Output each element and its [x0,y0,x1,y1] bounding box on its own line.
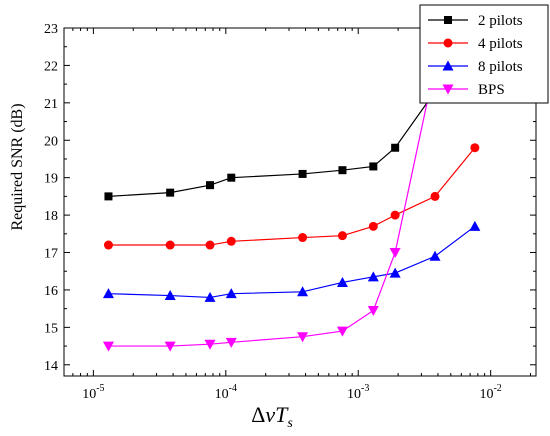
series-line [108,225,476,299]
plot-series [102,60,481,352]
data-point [102,288,114,299]
series-4-pilots [103,143,480,250]
data-point [297,332,309,343]
y-tick-label: 18 [44,209,58,224]
data-point [391,143,400,152]
plot-frame [63,27,537,377]
series-bps [102,60,441,352]
data-point [367,271,379,282]
legend-marker [442,60,454,71]
y-tick-label: 19 [44,172,58,187]
data-point [337,231,347,241]
data-point [338,166,347,175]
data-point [204,291,216,302]
data-point [164,341,176,352]
legend-label: 4 pilots [478,36,523,52]
data-point [166,188,175,197]
data-point [205,240,215,250]
x-tick-label: 10-3 [347,383,369,402]
legend-item: 4 pilots [428,36,523,52]
data-point [227,173,236,182]
x-axis-label: ΔvTs [251,402,293,431]
data-point [469,220,481,231]
data-point [206,181,215,190]
x-tick-exponent: -5 [96,383,104,394]
data-point [470,143,480,153]
legend: 2 pilots 4 pilots 8 pilots BPS [419,4,549,104]
data-point [226,236,236,246]
legend-box [419,4,549,104]
y-tick-label: 22 [44,59,58,74]
x-tick-label: 10-5 [82,383,104,402]
legend-marker [442,84,454,95]
data-point [429,250,441,261]
x-tick-exponent: -3 [361,383,369,394]
x-tick-exponent: -4 [229,383,237,394]
y-tick-label: 20 [44,134,58,149]
data-point [164,290,176,301]
series-2-pilots [104,87,440,201]
data-point [367,306,379,317]
series-line [108,91,436,197]
legend-item: 2 pilots [428,13,523,29]
legend-label: BPS [478,82,505,98]
series-8-pilots [102,220,481,302]
legend-marker [443,38,453,48]
legend-label: 8 pilots [478,59,523,75]
data-point [225,288,237,299]
y-tick-label: 23 [44,22,58,37]
data-point [369,162,378,171]
legend-marker [444,16,452,24]
series-line [108,147,476,246]
x-tick-base: 10 [215,387,229,402]
legend-item: 8 pilots [428,59,523,75]
data-point [336,276,348,287]
data-point [104,192,113,201]
data-point [298,233,308,243]
legend-label: 2 pilots [478,13,523,29]
y-tick-label: 17 [44,247,58,262]
y-tick-label: 16 [44,284,58,299]
data-point [298,169,307,178]
data-point [389,248,401,259]
data-point [102,341,114,352]
data-point [103,240,113,250]
y-axis-label: Required SNR (dB) [9,103,26,230]
series-line [108,65,436,347]
y-tick-label: 21 [44,97,58,112]
x-label-nu: v [265,402,275,427]
data-point [368,221,378,231]
x-tick-label: 10-2 [479,383,501,402]
x-tick-base: 10 [479,387,493,402]
data-point [336,326,348,337]
x-label-subscript: s [287,416,293,431]
x-label-delta: Δ [251,402,265,427]
data-point [389,267,401,278]
legend-item: BPS [428,82,505,98]
y-tick-label: 14 [44,359,58,374]
data-point [204,339,216,350]
data-point [390,210,400,220]
data-point [225,337,237,348]
x-tick-base: 10 [347,387,361,402]
x-tick-base: 10 [82,387,96,402]
data-point [430,191,440,201]
x-tick-label: 10-4 [215,383,237,402]
y-tick-label: 15 [44,321,58,336]
data-point [297,286,309,297]
x-tick-exponent: -2 [493,383,501,394]
data-point [165,240,175,250]
x-label-t: T [275,402,289,427]
